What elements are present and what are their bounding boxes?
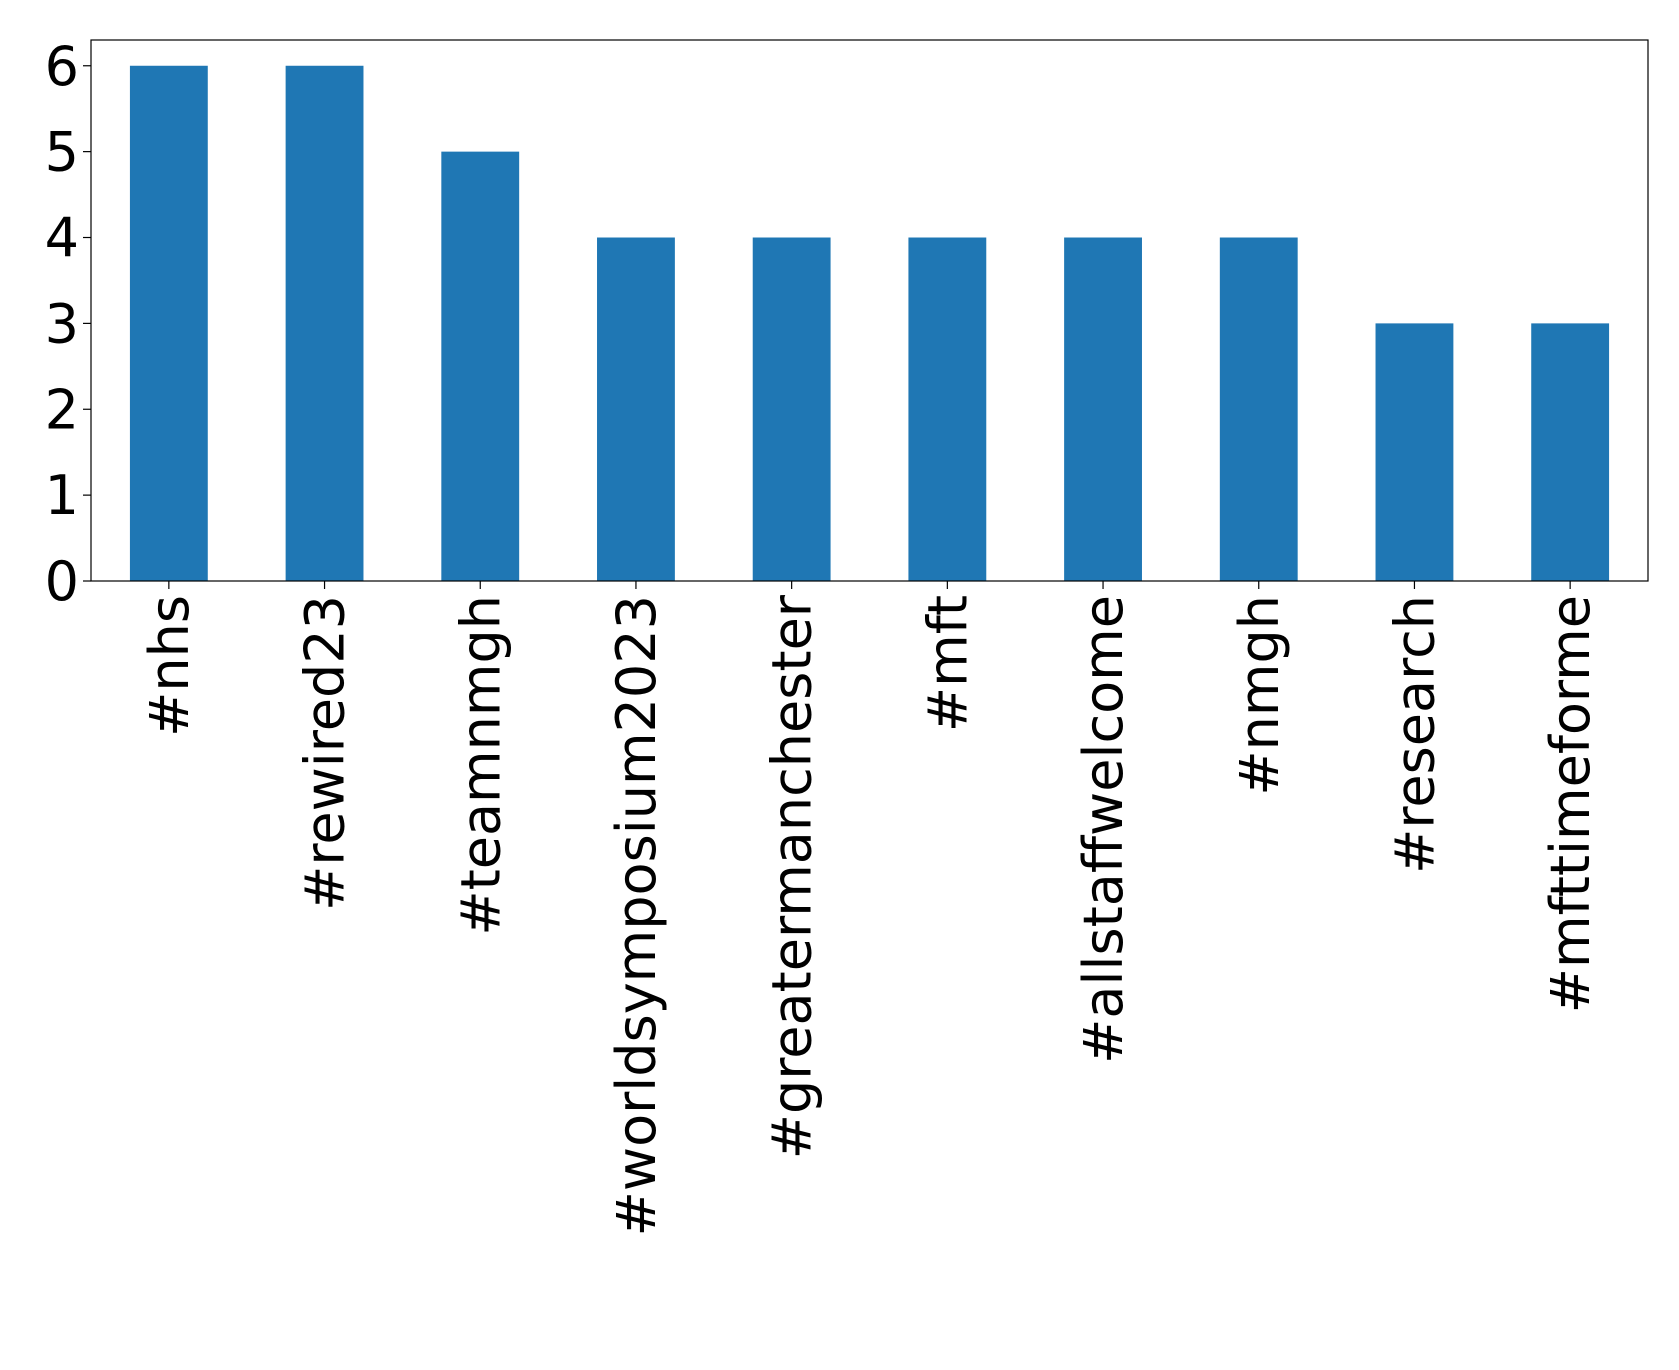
y-tick-label: 1 (45, 464, 79, 527)
x-tick-label: #teamnmgh (449, 595, 512, 936)
x-tick-label: #nhs (138, 595, 201, 737)
y-tick-label: 4 (45, 207, 79, 270)
x-tick-label: #greatermanchester (761, 594, 824, 1159)
bar (1064, 237, 1142, 581)
x-tick-label: #worldsymposium2023 (605, 595, 668, 1236)
y-tick-label: 3 (45, 292, 79, 355)
y-tick-label: 5 (45, 121, 79, 184)
x-tick-label: #nmgh (1228, 595, 1291, 796)
bar (908, 237, 987, 581)
y-tick-label: 6 (45, 35, 79, 98)
bar (1531, 323, 1610, 581)
y-tick-label: 0 (45, 550, 79, 613)
x-tick-label: #research (1383, 595, 1446, 874)
x-tick-label: #mft (916, 595, 979, 732)
y-tick-label: 2 (45, 378, 79, 441)
bar (597, 237, 675, 581)
bar (1219, 237, 1298, 581)
x-tick-label: #allstaffwelcome (1072, 595, 1135, 1064)
bar (129, 65, 208, 581)
bar (285, 65, 364, 581)
plot-frame (90, 39, 1649, 582)
x-tick-label: #rewired23 (294, 595, 357, 911)
bar (1375, 323, 1454, 581)
bar (441, 151, 520, 581)
x-tick-label: #mfttimeforme (1539, 595, 1602, 1013)
bar (752, 237, 831, 581)
